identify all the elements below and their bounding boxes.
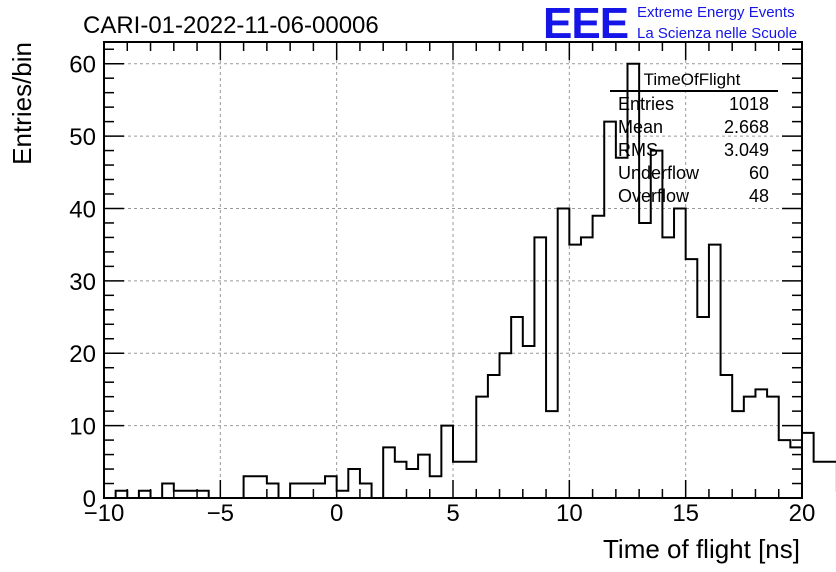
stats-row-label: Underflow xyxy=(618,163,700,183)
histogram-series xyxy=(104,62,836,499)
stats-row-value: 1018 xyxy=(729,94,769,114)
y-tick-label: 60 xyxy=(69,52,96,79)
x-tick-label: 0 xyxy=(330,500,343,527)
eee-logo: EEE xyxy=(543,0,629,48)
x-axis-label: Time of flight [ns] xyxy=(603,534,800,564)
histogram-line xyxy=(104,62,836,499)
x-tick-label: −5 xyxy=(207,500,234,527)
y-tick-label: 0 xyxy=(83,486,96,513)
x-tick-label: 15 xyxy=(672,500,699,527)
stats-row-value: 3.049 xyxy=(724,140,769,160)
stats-row-value: 2.668 xyxy=(724,117,769,137)
x-tick-label: 5 xyxy=(446,500,459,527)
grid-lines xyxy=(104,42,802,498)
x-tick-label: −10 xyxy=(84,500,125,527)
x-tick-label: 10 xyxy=(556,500,583,527)
axis-ticks xyxy=(103,42,803,499)
y-tick-label: 20 xyxy=(69,341,96,368)
y-axis-label: Entries/bin xyxy=(7,42,37,165)
x-tick-label: 20 xyxy=(789,500,816,527)
y-tick-label: 50 xyxy=(69,124,96,151)
stats-box: TimeOfFlight Entries 1018 Mean 2.668 RMS 3.04… xyxy=(610,70,778,206)
logo-line-2: La Scienza nelle Scuole xyxy=(637,25,798,42)
y-tick-label: 10 xyxy=(69,414,96,441)
run-title: CARI-01-2022-11-06-00006 xyxy=(83,12,379,39)
y-tick-label: 40 xyxy=(69,196,96,223)
y-tick-label: 30 xyxy=(69,269,96,296)
stats-row-label: RMS xyxy=(618,140,658,160)
stats-row-value: 60 xyxy=(749,163,769,183)
tick-labels: −10 −5 0 5 10 15 20 0 10 20 30 40 50 60 xyxy=(69,52,815,527)
stats-row-label: Overflow xyxy=(618,186,690,206)
logo-line-1: Extreme Energy Events xyxy=(637,4,795,21)
stats-row-label: Mean xyxy=(618,117,663,137)
stats-row-label: Entries xyxy=(618,94,674,114)
stats-title: TimeOfFlight xyxy=(644,70,741,89)
stats-row-value: 48 xyxy=(749,186,769,206)
